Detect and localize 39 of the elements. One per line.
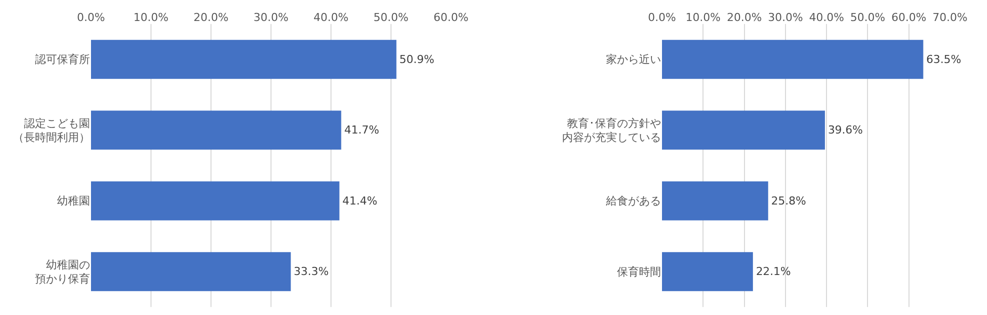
y-tick-label: 給食がある bbox=[605, 194, 661, 208]
bar bbox=[91, 40, 396, 79]
y-tick-label: 認可保育所 bbox=[35, 53, 90, 66]
x-tick-label: 70.0% bbox=[932, 10, 968, 24]
bar bbox=[91, 252, 291, 292]
bar bbox=[662, 110, 825, 150]
y-tick-label: 保育時間 bbox=[617, 265, 661, 278]
y-tick-label: 認定こども園（長時間利用） bbox=[13, 116, 90, 144]
data-label: 33.3% bbox=[294, 265, 329, 278]
x-tick-label: 10.0% bbox=[686, 10, 721, 24]
data-label: 63.5% bbox=[926, 52, 962, 66]
y-tick-label: 幼稚園の預かり保育 bbox=[35, 258, 90, 286]
data-label: 50.9% bbox=[399, 52, 434, 66]
x-tick-label: 60.0% bbox=[434, 10, 468, 24]
x-tick-label: 50.0% bbox=[374, 10, 408, 24]
x-tick-label: 0.0% bbox=[77, 10, 105, 24]
y-tick-label: 教育･保育の方針や内容が充実している bbox=[562, 116, 661, 144]
x-tick-label: 40.0% bbox=[809, 10, 844, 24]
data-label: 41.7% bbox=[344, 124, 380, 137]
x-tick-label: 30.0% bbox=[768, 10, 803, 24]
x-tick-label: 60.0% bbox=[891, 10, 926, 24]
x-tick-label: 20.0% bbox=[726, 10, 762, 24]
data-label: 22.1% bbox=[756, 265, 791, 278]
y-tick-label: 幼稚園 bbox=[57, 194, 90, 208]
x-tick-label: 30.0% bbox=[254, 10, 288, 24]
x-tick-label: 40.0% bbox=[314, 10, 348, 24]
x-tick-label: 20.0% bbox=[194, 10, 228, 24]
bar bbox=[662, 40, 924, 79]
bar bbox=[662, 252, 753, 292]
bar bbox=[91, 181, 340, 220]
x-tick-label: 10.0% bbox=[134, 10, 168, 24]
data-label: 41.4% bbox=[342, 194, 378, 208]
data-label: 39.6% bbox=[828, 124, 863, 137]
data-label: 25.8% bbox=[771, 194, 806, 208]
bar bbox=[662, 181, 768, 220]
x-tick-label: 0.0% bbox=[648, 10, 676, 24]
x-tick-label: 50.0% bbox=[850, 10, 886, 24]
bar bbox=[91, 110, 342, 150]
y-tick-label: 家から近い bbox=[606, 53, 661, 66]
